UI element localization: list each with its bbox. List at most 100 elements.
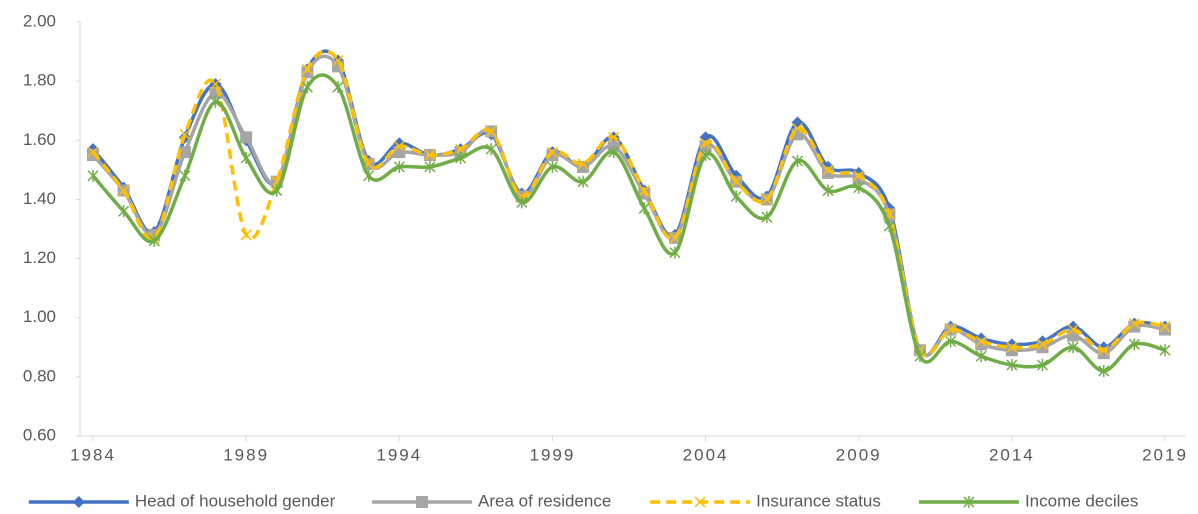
marker	[638, 202, 650, 215]
marker	[1098, 364, 1110, 377]
marker	[1036, 359, 1049, 372]
marker	[822, 164, 834, 176]
y-tick-label: 1.80	[23, 71, 56, 90]
marker	[761, 211, 773, 224]
y-tick-label: 1.20	[23, 248, 56, 267]
marker	[301, 63, 313, 75]
y-tick-label: 1.60	[23, 130, 56, 149]
marker	[1128, 318, 1140, 330]
marker	[546, 160, 558, 173]
marker	[393, 140, 405, 152]
marker	[700, 137, 712, 149]
marker	[179, 128, 191, 140]
marker	[883, 220, 895, 233]
x-tick-label: 2009	[836, 445, 882, 464]
marker	[669, 232, 681, 244]
marker	[1006, 359, 1018, 372]
marker	[853, 181, 865, 194]
marker	[791, 154, 803, 167]
marker	[118, 185, 130, 197]
legend-label: Insurance status	[756, 491, 881, 510]
marker	[72, 496, 85, 508]
marker	[485, 125, 497, 137]
marker	[608, 131, 620, 143]
marker	[1159, 323, 1171, 336]
marker	[963, 496, 975, 508]
y-tick-label: 2.00	[23, 11, 56, 30]
marker	[975, 350, 987, 363]
marker	[87, 146, 99, 158]
series-line	[91, 54, 1166, 358]
marker	[209, 78, 222, 90]
marker	[455, 143, 467, 155]
marker	[945, 324, 957, 336]
marker	[1006, 341, 1018, 353]
marker	[240, 229, 252, 241]
y-tick-label: 0.60	[23, 425, 56, 444]
marker	[424, 149, 436, 161]
marker	[516, 196, 528, 209]
marker	[393, 160, 405, 173]
marker	[761, 193, 773, 205]
y-tick-label: 0.80	[23, 366, 56, 385]
marker	[416, 496, 429, 508]
x-tick-label: 2014	[989, 445, 1035, 464]
marker	[240, 131, 253, 144]
legend-item: Insurance status	[650, 491, 881, 510]
x-tick-label: 1989	[223, 445, 269, 464]
marker	[301, 66, 314, 79]
series-line	[91, 49, 1166, 358]
marker	[148, 234, 160, 247]
x-tick-label: 1984	[70, 445, 116, 464]
legend-label: Area of residence	[478, 491, 611, 510]
marker	[577, 158, 589, 170]
marker	[577, 175, 589, 188]
marker	[608, 146, 620, 159]
marker	[1159, 321, 1171, 333]
marker	[700, 149, 712, 162]
marker	[485, 143, 497, 156]
marker	[945, 335, 957, 348]
marker	[1036, 338, 1049, 350]
legend-item: Income deciles	[918, 491, 1138, 510]
marker	[209, 95, 222, 108]
marker	[1067, 324, 1079, 336]
legend-item: Area of residence	[372, 491, 611, 510]
marker	[669, 246, 681, 259]
marker	[1159, 344, 1171, 357]
x-tick-label: 1994	[376, 445, 422, 464]
x-tick-label: 2004	[683, 445, 729, 464]
marker	[179, 169, 191, 182]
marker	[271, 184, 283, 197]
marker	[363, 169, 375, 182]
marker	[1128, 338, 1140, 351]
x-tick-label: 1999	[530, 445, 576, 464]
marker	[332, 54, 344, 66]
y-tick-label: 1.40	[23, 189, 56, 208]
x-tick-label: 2019	[1142, 445, 1188, 464]
marker	[638, 185, 650, 197]
marker	[730, 176, 742, 188]
legend-label: Head of household gender	[135, 491, 336, 510]
marker	[791, 116, 804, 129]
marker	[822, 184, 834, 197]
legend-label: Income deciles	[1025, 491, 1138, 510]
marker	[546, 146, 558, 158]
series-line	[91, 49, 1166, 358]
marker	[240, 152, 252, 165]
marker	[332, 81, 344, 94]
marker	[118, 205, 130, 218]
series-line	[91, 73, 1166, 373]
marker	[694, 496, 706, 508]
marker	[1098, 344, 1110, 356]
marker	[975, 335, 987, 347]
marker	[914, 350, 926, 363]
marker	[1067, 341, 1079, 354]
marker	[791, 122, 803, 134]
marker	[178, 146, 191, 159]
marker	[87, 169, 99, 182]
legend-item: Head of household gender	[28, 491, 336, 510]
marker	[853, 170, 865, 182]
